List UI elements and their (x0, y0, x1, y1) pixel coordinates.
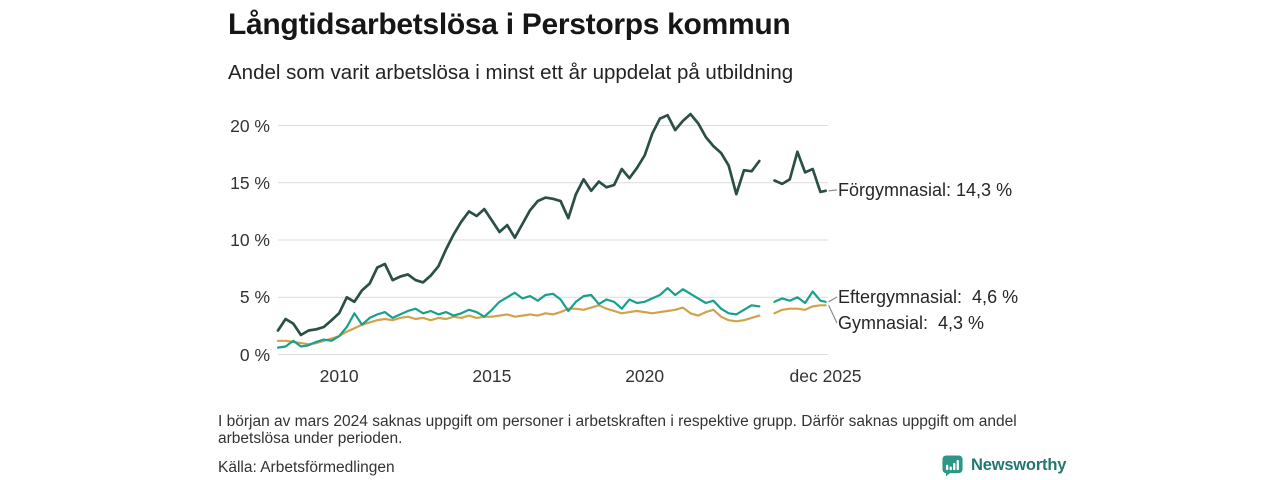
chart-subtitle: Andel som varit arbetslösa i minst ett å… (228, 61, 794, 84)
line-chart-plot (276, 112, 838, 355)
chart-title: Långtidsarbetslösa i Perstorps kommun (228, 8, 791, 41)
y-axis-label: 20 % (230, 115, 270, 136)
x-axis-label: 2020 (625, 366, 665, 386)
x-axis-label: 2010 (319, 366, 359, 386)
y-axis-label: 0 % (239, 344, 270, 365)
label-connector (828, 305, 838, 324)
series-line-eftergymnasial (276, 287, 827, 349)
y-axis-label: 5 % (239, 287, 270, 308)
newsworthy-logo: Newsworthy (941, 453, 1066, 477)
series-line-gymnasial (276, 304, 827, 346)
newsworthy-wordmark: Newsworthy (971, 455, 1067, 474)
bar-chart-speech-bubble-icon (942, 454, 963, 476)
footnote: I början av mars 2024 saknas uppgift om … (218, 413, 1017, 447)
x-axis-label: dec 2025 (789, 366, 862, 386)
source-attribution: Källa: Arbetsförmedlingen (218, 459, 395, 476)
y-axis-label: 10 % (230, 230, 270, 250)
label-connector (828, 189, 838, 192)
series-label-gymnasial: Gymnasial: 4,3 % (838, 313, 985, 333)
series-line-förgymnasial (276, 112, 827, 337)
y-axis-label: 15 % (230, 172, 270, 193)
series-label-eftergymnasial: Eftergymnasial: 4,6 % (838, 287, 1019, 307)
x-axis-label: 2015 (472, 366, 512, 386)
series-label-förgymnasial: Förgymnasial: 14,3 % (838, 180, 1013, 200)
label-connector (828, 296, 838, 303)
